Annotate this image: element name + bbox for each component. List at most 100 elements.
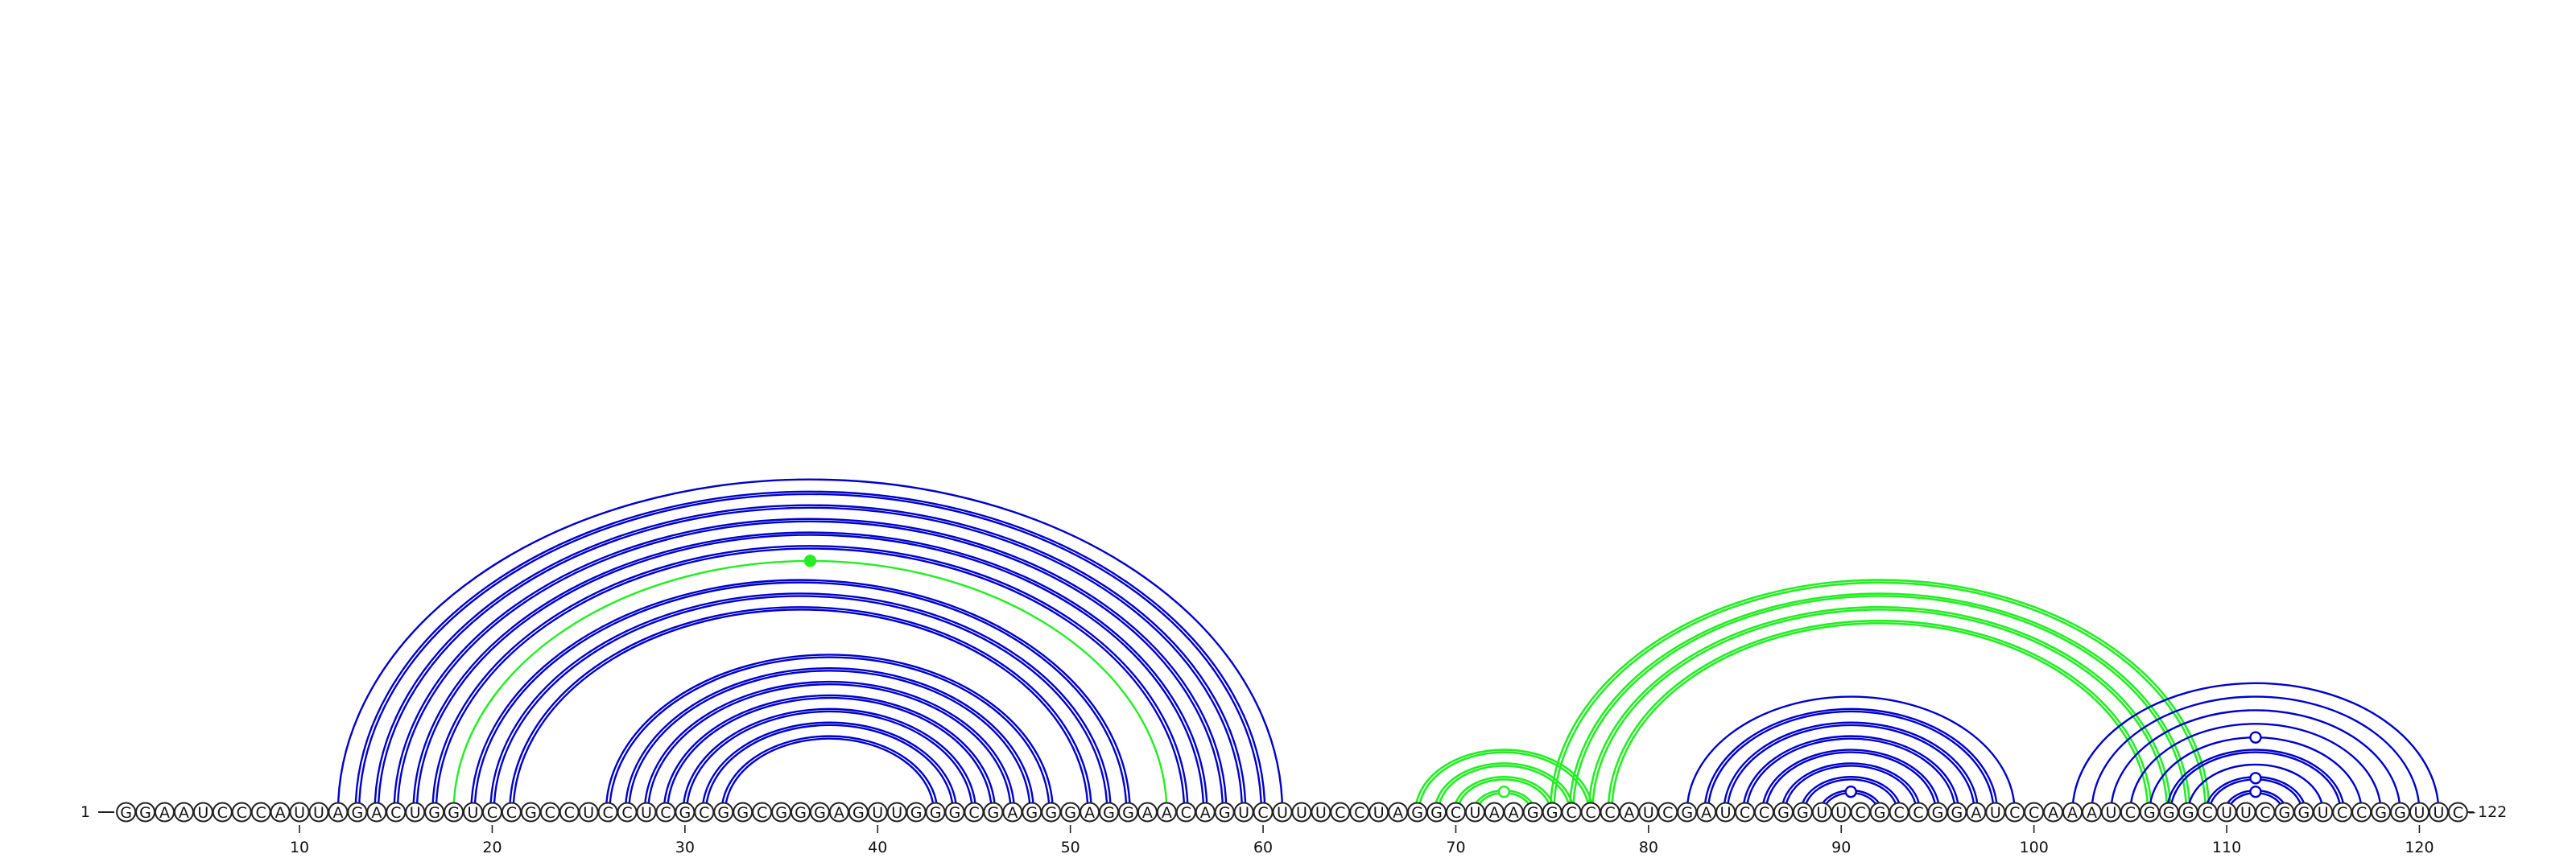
nucleotide: U (2100, 802, 2121, 823)
arc-apex-marker (1497, 785, 1511, 798)
arc-stroke (1568, 592, 2191, 813)
base-pair-arc (2204, 772, 2307, 813)
nucleotide: C (752, 802, 773, 823)
arc-stroke (1437, 765, 1571, 813)
arc-stroke (1434, 762, 1575, 813)
nucleotide: G (2158, 802, 2179, 823)
nucleotide-letter: A (1142, 804, 1153, 822)
arc-stroke (1587, 605, 2172, 813)
nucleotide-letter: U (583, 804, 594, 822)
arc-stroke (2169, 751, 2342, 813)
end-position-dash: – (2468, 803, 2476, 821)
nucleotide-letter: G (1797, 804, 1809, 822)
nucleotide-letter: G (1874, 804, 1886, 822)
nucleotide: G (1117, 802, 1138, 823)
nucleotide: A (1484, 802, 1505, 823)
nucleotide: U (1233, 802, 1254, 823)
nucleotide-letter: G (930, 804, 942, 822)
arc-stroke (1452, 775, 1555, 813)
nucleotide: A (2081, 802, 2102, 823)
base-pair-arc (2165, 749, 2346, 813)
nucleotide-letter: U (1296, 804, 1307, 822)
nucleotide-letter: G (1932, 804, 1944, 822)
position-axis: 10 20 30 40 50 60 70 80 90 100 110 120 (290, 825, 2434, 856)
nucleotide-letter: C (506, 804, 517, 822)
nucleotide: G (2139, 802, 2160, 823)
nucleotide-letter: C (1893, 804, 1904, 822)
base-pair-arc (354, 490, 1266, 813)
nucleotide: U (1311, 802, 1331, 823)
nucleotide: G (424, 802, 445, 823)
nucleotide-letter: A (1489, 804, 1500, 822)
nucleotide-letter: U (2240, 804, 2252, 822)
base-pair-arc (2071, 682, 2440, 813)
base-pair-arc (2186, 763, 2324, 813)
arc-stroke (1414, 749, 1594, 813)
nucleotide-letter: G (910, 804, 923, 822)
nucleotide: G (1099, 802, 1120, 823)
nucleotide-letter: C (390, 804, 401, 822)
nucleotide-letter: G (2394, 804, 2406, 822)
nucleotide: A (154, 802, 175, 823)
nucleotide: A (1195, 802, 1216, 823)
nucleotide: G (791, 802, 811, 823)
nucleotide: C (2351, 802, 2372, 823)
nucleotide: C (386, 802, 407, 823)
nucleotide: G (906, 802, 927, 823)
nucleotide-letter: C (1740, 804, 1750, 822)
nucleotide: C (655, 802, 676, 823)
base-pair-arc (682, 707, 977, 813)
nucleotide-letter: C (757, 804, 767, 822)
nucleotide-letter: G (352, 804, 364, 822)
nucleotide-letter: U (1990, 804, 2001, 822)
nucleotide-letter: C (1566, 804, 1576, 822)
nucleotide-letter: A (1162, 804, 1172, 822)
base-pair-arc (393, 518, 1228, 813)
nucleotide: C (617, 802, 638, 823)
arc-stroke (435, 547, 1186, 813)
base-pair-arc (2129, 723, 2382, 813)
nucleotide: U (2409, 802, 2429, 823)
arc-stroke (2091, 695, 2421, 813)
nucleotide-letter: C (2029, 804, 2039, 822)
nucleotide: U (2216, 802, 2237, 823)
arc-stroke (2071, 682, 2440, 813)
nucleotide-letter: C (1913, 804, 1923, 822)
nucleotide: G (1946, 802, 1967, 823)
arc-stroke (393, 518, 1228, 813)
tick-label: 70 (1446, 839, 1465, 856)
nucleotide: C (501, 802, 522, 823)
nucleotide: U (636, 802, 657, 823)
tick-label: 110 (2212, 839, 2241, 856)
nucleotide: G (2371, 802, 2392, 823)
nucleotide: A (2043, 802, 2064, 823)
nucleotide: A (1156, 802, 1177, 823)
nucleotide-letter: G (717, 804, 729, 822)
nucleotide-letter: C (968, 804, 979, 822)
nucleotide-letter: C (1354, 804, 1364, 822)
arc-stroke (1784, 765, 1918, 813)
nucleotide: A (328, 802, 349, 823)
arc-stroke (1610, 622, 2149, 813)
nucleotide: C (2004, 802, 2025, 823)
arc-stroke (1418, 751, 1591, 813)
base-pair-arc (1742, 735, 1960, 813)
arc-stroke (473, 581, 1128, 813)
nucleotide: C (539, 802, 560, 823)
nucleotide-letter: G (120, 804, 132, 822)
nucleotide-letter: G (1045, 804, 1057, 822)
nucleotide-letter: C (1181, 804, 1191, 822)
nucleotide: C (1349, 802, 1370, 823)
nucleotide: G (675, 802, 696, 823)
nucleotide-letter: G (949, 804, 961, 822)
nucleotide-letter: U (1469, 804, 1480, 822)
nucleotide: U (1272, 802, 1293, 823)
nucleotide-letter: U (313, 804, 324, 822)
arc-stroke (415, 534, 1205, 813)
nucleotide: C (2120, 802, 2140, 823)
nucleotide-letter: C (621, 804, 632, 822)
nucleotide-letter: G (679, 804, 691, 822)
nucleotide-letter: U (2221, 804, 2232, 822)
nucleotide-letter: C (564, 804, 575, 822)
